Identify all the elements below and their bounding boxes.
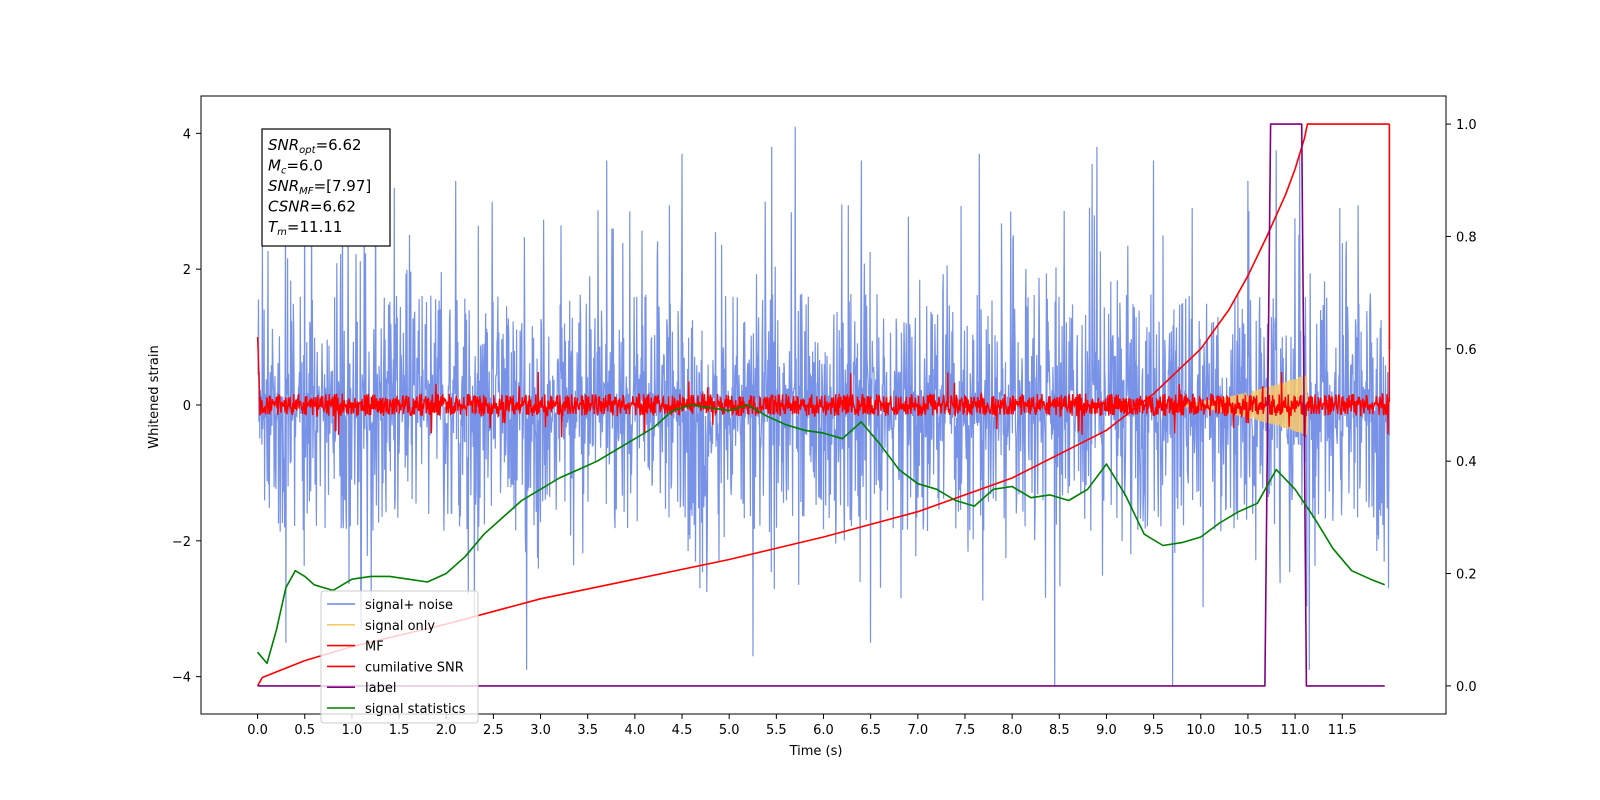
info-subscript: m <box>277 227 287 238</box>
y-right-tick-label: 0.2 <box>1456 568 1477 583</box>
x-tick-label: 5.5 <box>766 723 787 738</box>
legend-frame <box>320 590 479 724</box>
x-tick-label: 3.0 <box>530 723 551 738</box>
info-value: =[7.97] <box>314 177 372 195</box>
info-line: CSNR=6.62 <box>268 198 356 216</box>
x-tick-label: 2.5 <box>483 723 504 738</box>
legend: signal+ noise signal only MF cumilative SNR… <box>320 590 479 724</box>
y-right-tick-label: 0.4 <box>1456 455 1477 470</box>
x-tick-label: 5.0 <box>719 723 740 738</box>
x-tick-label: 9.5 <box>1143 723 1164 738</box>
x-tick-label: 6.5 <box>860 723 881 738</box>
y-right-tick-label: 0.8 <box>1456 230 1477 245</box>
x-tick-label: 6.0 <box>813 723 834 738</box>
legend-label: signal+ noise <box>365 598 453 613</box>
series-signal-statistics <box>256 404 1385 665</box>
info-value: =6.62 <box>316 136 362 154</box>
y-right-tick-label: 0.6 <box>1456 343 1477 358</box>
x-tick-label: 10.5 <box>1233 723 1262 738</box>
y-tick-label: 4 <box>183 127 191 142</box>
x-tick-label: 11.0 <box>1281 723 1310 738</box>
info-subscript: c <box>281 166 287 177</box>
x-tick-label: 4.0 <box>625 723 646 738</box>
info-line: Mc=6.0 <box>268 157 323 177</box>
info-box-frame <box>261 128 391 247</box>
x-tick-label: 8.0 <box>1002 723 1023 738</box>
info-line: SNRMF=[7.97] <box>268 177 371 197</box>
info-value: =11.11 <box>287 218 343 236</box>
x-tick-label: 7.0 <box>907 723 928 738</box>
legend-label: cumilative SNR <box>365 660 464 675</box>
series-label <box>257 123 1385 687</box>
x-tick-label: 3.5 <box>577 723 598 738</box>
legend-label: label <box>365 681 396 696</box>
info-symbol: T <box>268 218 279 236</box>
y-right-tick-label: 1.0 <box>1456 118 1477 133</box>
x-tick-label: 7.5 <box>955 723 976 738</box>
x-tick-label: 0.0 <box>247 723 268 738</box>
x-tick-label: 9.0 <box>1096 723 1117 738</box>
legend-label: signal statistics <box>365 702 466 717</box>
info-line: Tm=11.11 <box>268 218 342 238</box>
y-tick-label: 0 <box>183 399 191 414</box>
info-line: SNRopt=6.62 <box>268 136 362 156</box>
x-tick-label: 1.5 <box>389 723 410 738</box>
x-tick-label: 0.5 <box>294 723 315 738</box>
y-tick-label: −2 <box>172 535 191 550</box>
x-tick-label: 11.5 <box>1328 723 1357 738</box>
y-tick-label: −4 <box>172 671 191 686</box>
info-symbol: CSNR <box>268 198 310 216</box>
series-signal-noise <box>257 126 1390 687</box>
x-tick-label: 4.5 <box>672 723 693 738</box>
legend-label: signal only <box>365 619 435 634</box>
y-right-tick-label: 0.0 <box>1456 680 1477 695</box>
y-axis-label: Whitened strain <box>147 345 162 448</box>
series-mf <box>256 337 1391 438</box>
info-value: =6.0 <box>286 157 322 175</box>
info-symbol: M <box>268 157 281 175</box>
x-axis-label: Time (s) <box>789 744 843 759</box>
info-subscript: MF <box>299 186 314 197</box>
x-tick-label: 1.0 <box>342 723 363 738</box>
info-symbol: SNR <box>268 177 299 195</box>
x-tick-label: 2.0 <box>436 723 457 738</box>
info-box: SNRopt=6.62Mc=6.0SNRMF=[7.97]CSNR=6.62Tm… <box>261 128 391 247</box>
info-value: =6.62 <box>310 198 356 216</box>
info-subscript: opt <box>299 145 316 156</box>
legend-label: MF <box>365 640 384 655</box>
axes: 0.0 0.5 1.0 1.5 2.0 2.5 3.0 3.5 4.0 4.5 5.0 5.5 6.0 6… <box>172 95 1477 738</box>
x-tick-label: 8.5 <box>1049 723 1070 738</box>
y-tick-label: 2 <box>183 263 191 278</box>
info-symbol: SNR <box>268 136 299 154</box>
x-tick-label: 10.0 <box>1186 723 1215 738</box>
